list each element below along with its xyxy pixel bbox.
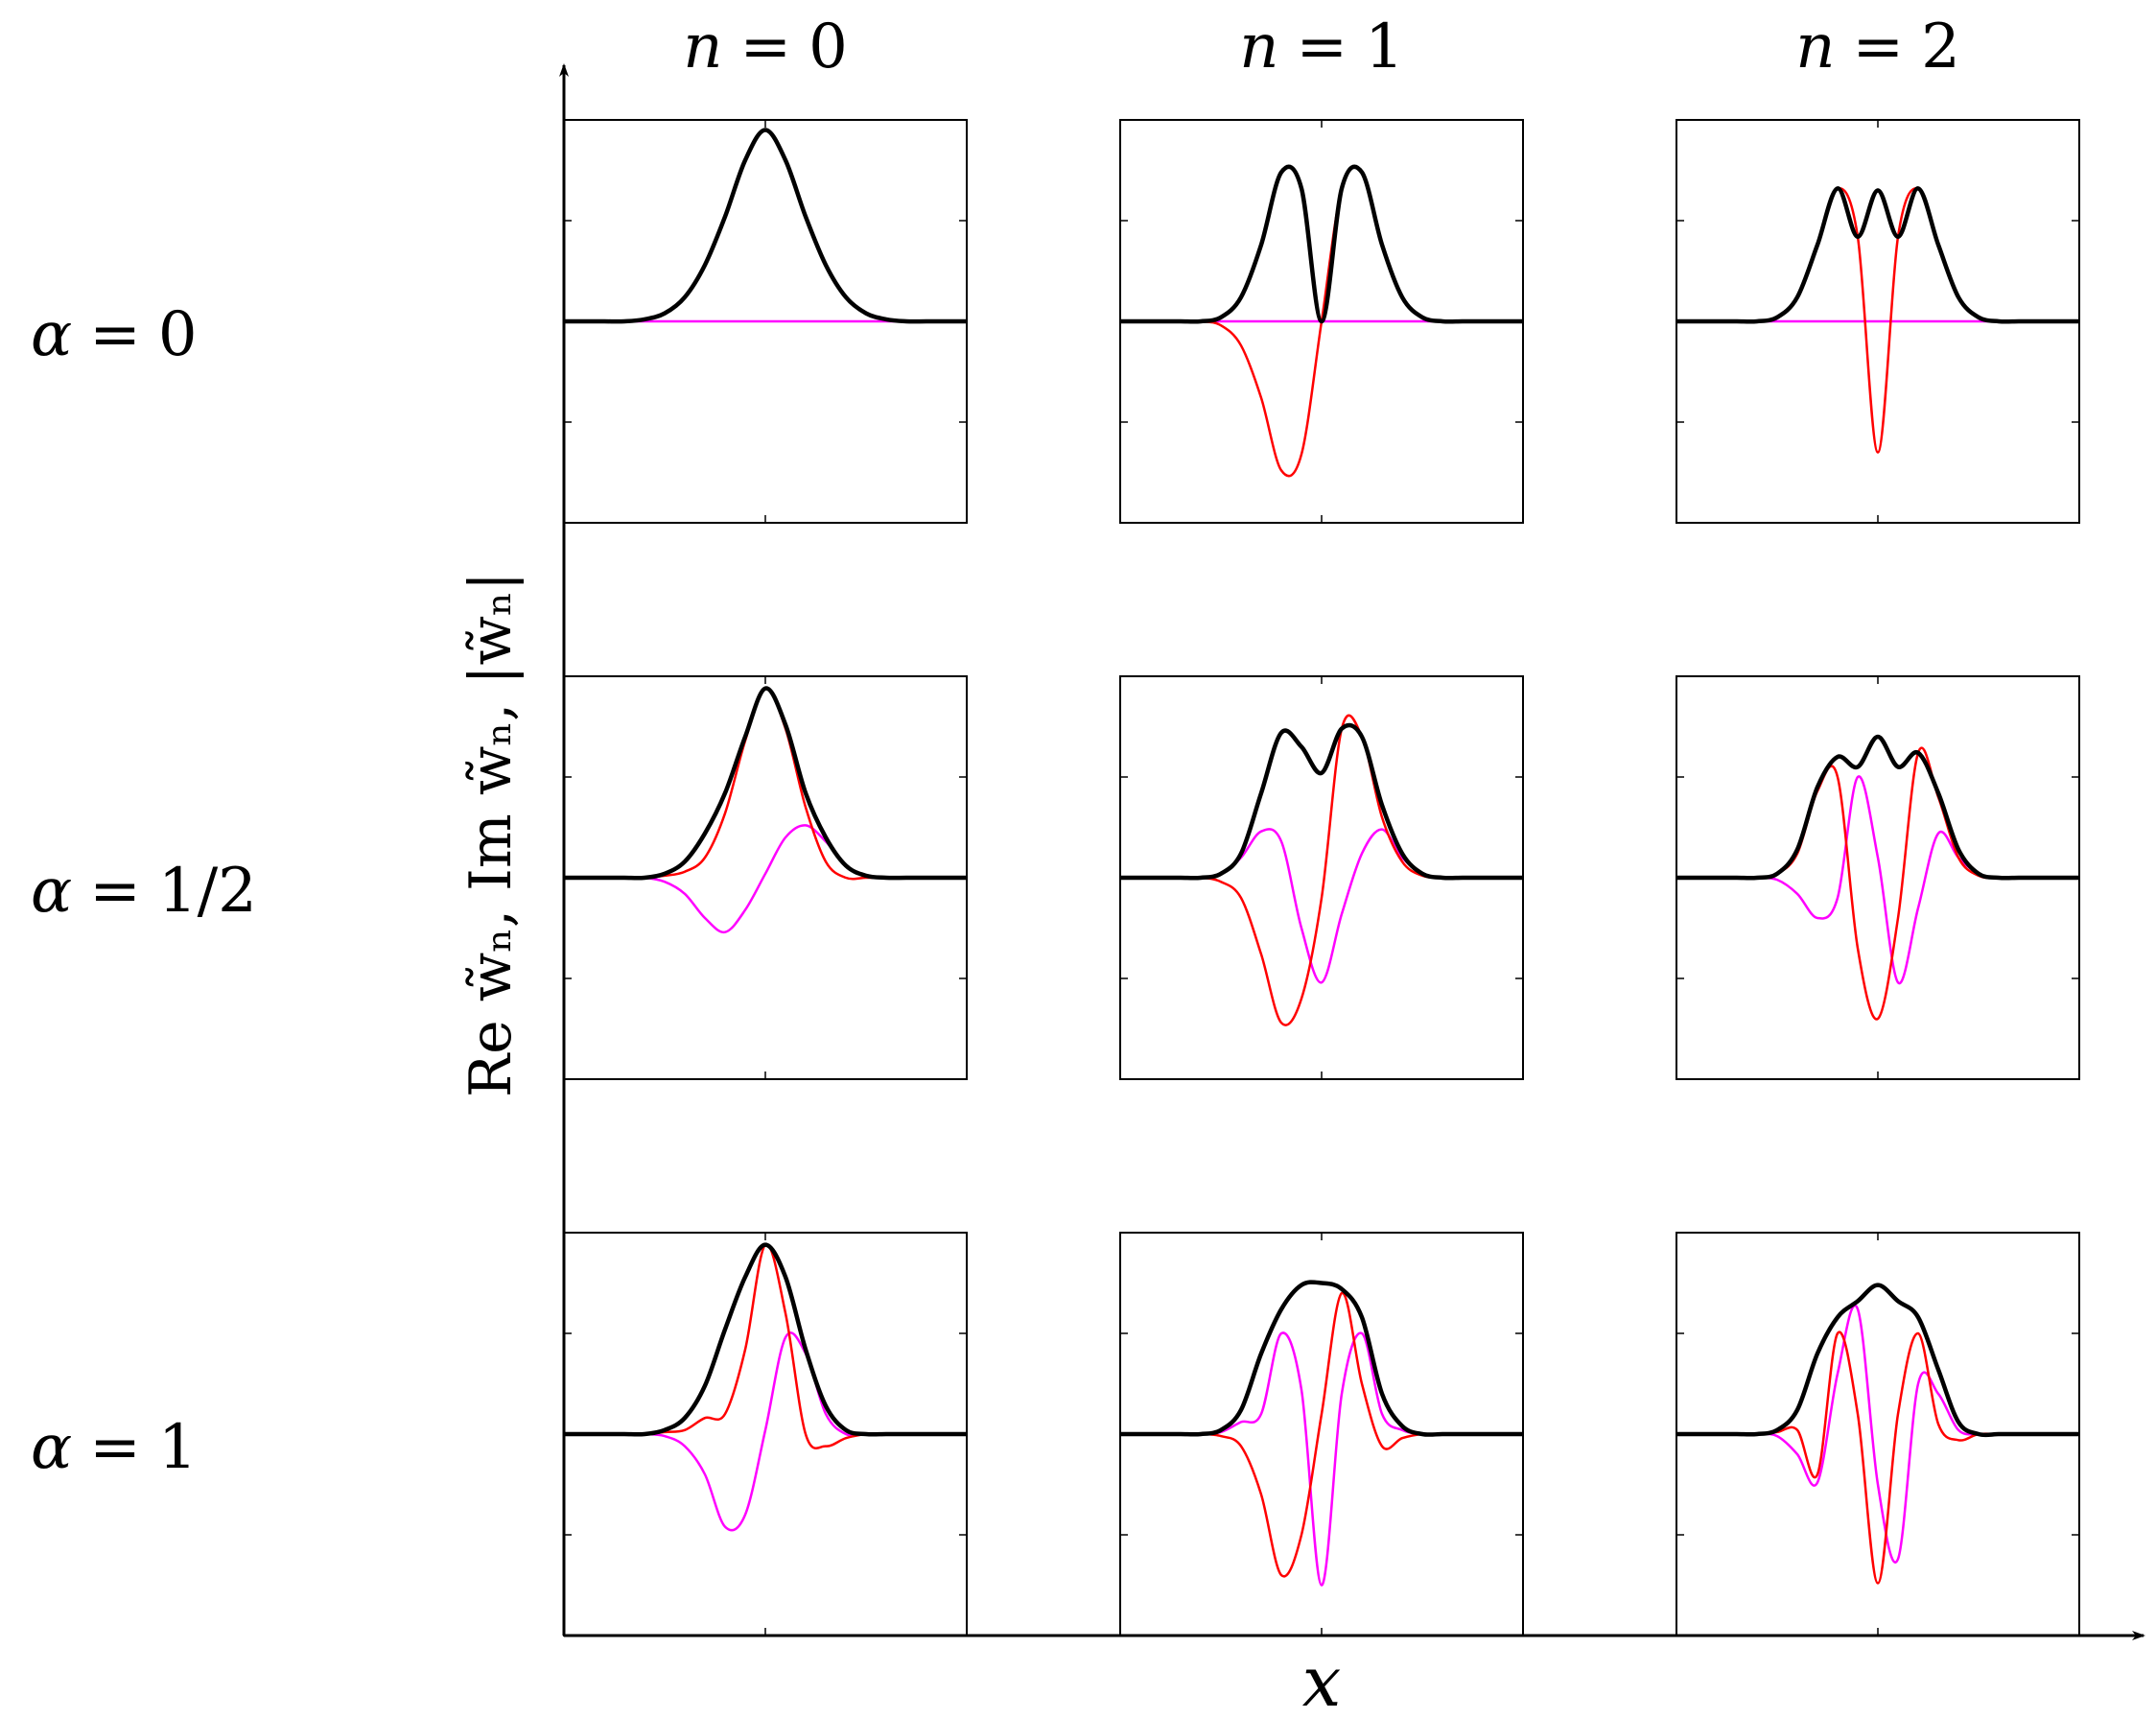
- col-title-n1: n = 1: [1239, 12, 1404, 82]
- panel-alpha-1-n0-im-curve: [564, 1331, 967, 1532]
- panel-alpha-0-n2-abs-curve: [1676, 186, 2079, 324]
- panel-grid: [563, 119, 2080, 1637]
- x-axis-label: x: [1302, 1641, 1342, 1719]
- row-label-alpha-1: α = 1: [31, 1412, 198, 1483]
- panel-alpha-0-n1-abs-curve: [1120, 164, 1523, 324]
- panel-alpha-1-2-n1-re-curve: [1120, 714, 1523, 1026]
- panel-alpha-0-n0: [563, 119, 968, 524]
- panel-alpha-1-n0-re-curve: [564, 1242, 967, 1449]
- panel-alpha-1-2-n0: [563, 675, 968, 1080]
- panel-alpha-1-2-n1-abs-curve: [1120, 722, 1523, 881]
- y-axis-label: Re w̃ₙ, Im w̃ₙ, |w̃ₙ|: [457, 572, 525, 1097]
- panel-alpha-0-n1: [1119, 119, 1524, 524]
- panel-alpha-1-n2-abs-curve: [1676, 1283, 2079, 1438]
- panel-alpha-1-n2-re-curve: [1676, 1330, 2079, 1585]
- panel-alpha-1-2-n0-re-curve: [564, 687, 967, 881]
- panel-alpha-0-n0-re-curve: [564, 129, 967, 323]
- panel-alpha-1-2-n2-re-curve: [1676, 746, 2079, 1021]
- panel-alpha-1-2-n1: [1119, 675, 1524, 1080]
- col-title-n2: n = 2: [1795, 12, 1960, 82]
- panel-alpha-1-2-n0-abs-curve: [564, 686, 967, 881]
- row-label-alpha-0: α = 0: [31, 299, 198, 370]
- panel-alpha-1-n1: [1119, 1232, 1524, 1637]
- panel-alpha-1-n1-im-curve: [1120, 1331, 1523, 1587]
- row-label-alpha-half: α = 1/2: [31, 856, 257, 927]
- panel-alpha-1-n0-abs-curve: [564, 1242, 967, 1437]
- panel-alpha-1-n2: [1676, 1232, 2080, 1637]
- col-title-n0: n = 0: [683, 12, 848, 82]
- panel-alpha-0-n2: [1676, 119, 2080, 524]
- panel-alpha-1-2-n2-abs-curve: [1676, 734, 2079, 881]
- panel-alpha-1-n0: [563, 1232, 968, 1637]
- panel-alpha-1-2-n2: [1676, 675, 2080, 1080]
- panel-alpha-1-n1-abs-curve: [1120, 1280, 1523, 1437]
- panel-alpha-0-n0-abs-curve: [564, 128, 967, 324]
